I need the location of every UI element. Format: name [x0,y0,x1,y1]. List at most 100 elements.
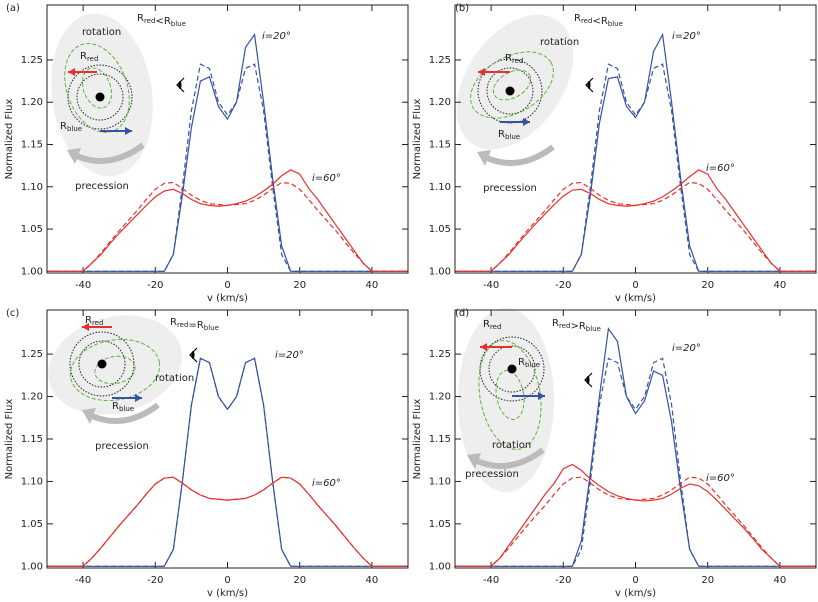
x-tick-label: 20 [293,575,306,586]
y-tick-label: 1.15 [21,434,43,445]
relation-op: > [570,321,578,332]
precession-arrow-head [477,150,491,166]
x-tick-label: -20 [147,575,163,586]
x-axis-label: v (km/s) [207,588,248,599]
label-sub: blue [505,133,520,141]
relation-op: < [592,16,600,27]
i60-label: i=60° [706,163,735,174]
label-main: R [85,315,92,326]
rotation-label: rotation [492,440,531,451]
profile-line [455,63,816,272]
orbit-inner [78,340,126,388]
label-main: R [137,13,144,24]
label-main: R [518,357,525,368]
orbit-inner [486,67,534,115]
precession-arrow-head [82,408,96,424]
rotation-label: rotation [82,27,121,38]
observer-eye [584,372,593,388]
plot-frame [454,309,817,569]
orbit-outer [479,336,545,402]
profile-line [47,476,408,567]
x-tick-label: 20 [293,280,306,291]
x-axis-label: v (km/s) [615,293,656,304]
x-tick-label: 20 [701,575,714,586]
y-tick-label: 1.00 [429,561,451,572]
label-main: R [505,53,512,64]
profile-line [47,476,408,567]
label-main: R [601,16,608,27]
y-tick-label: 1.20 [429,392,451,403]
label-main: R [112,401,119,412]
profile-line [455,181,816,272]
blue-arrow-head [523,118,530,126]
precession-arrow-head [67,148,81,164]
x-tick-label: 40 [774,280,787,291]
x-tick-label: 40 [366,575,379,586]
x-tick-label: 40 [774,575,787,586]
label-main: R [164,16,171,27]
x-tick-label: -40 [483,280,499,291]
panel-label: (b) [455,3,469,14]
precession-arrow-head [467,453,481,469]
warped-orbit-inner [94,355,136,385]
r-blue-label: Rblue [498,129,520,141]
y-tick-label: 1.05 [21,224,43,235]
profile-line [455,476,816,567]
x-tick-label: -20 [147,280,163,291]
r-red-label: Rred [505,53,523,65]
panel-label: (c) [6,308,19,319]
y-tick-label: 1.15 [429,139,451,150]
x-axis-label: v (km/s) [207,293,248,304]
y-axis-label: Normalized Flux [412,399,423,480]
profile-line [47,63,408,272]
y-axis-label: Normalized Flux [4,399,15,480]
y-axis-label: Normalized Flux [412,99,423,180]
y-tick-label: 1.10 [429,182,451,193]
blue-arrow-head [538,392,545,400]
plot-frame [46,309,409,569]
profile-line [47,181,408,272]
label-main: R [483,319,490,330]
x-tick-label: 0 [632,575,638,586]
red-arrow-head [478,68,485,76]
warped-orbit-inner [495,370,525,420]
x-tick-label: 0 [632,280,638,291]
label-main: R [60,121,67,132]
label-sub: red [144,17,155,25]
label-sub: red [490,323,501,331]
warped-orbit-inner [492,69,532,101]
y-tick-label: 1.05 [21,519,43,530]
y-tick-label: 1.15 [429,434,451,445]
observer-pupil [191,351,195,359]
y-tick-label: 1.25 [21,349,43,360]
x-tick-label: -20 [555,280,571,291]
y-tick-label: 1.10 [21,182,43,193]
observer-eye [176,77,185,93]
r-red-label: Rred [85,315,103,327]
label-sub: red [92,319,103,327]
warped-orbit-inner [81,67,113,109]
disk-projection [456,14,574,150]
label-sub: blue [586,325,601,333]
x-tick-label: -40 [75,575,91,586]
relation-op: = [188,320,196,331]
precession-arrow [75,142,145,164]
red-arrow-head [82,323,89,331]
precession-label: precession [75,181,129,192]
profile-line [47,357,408,567]
star [505,86,515,96]
relation-label: Rred<Rblue [137,13,186,28]
relation-label: Rred<Rblue [574,13,623,28]
i20-label: i=20° [672,343,701,354]
y-tick-label: 1.05 [429,224,451,235]
label-main: R [498,129,505,140]
label-main: R [197,320,204,331]
star [507,364,517,374]
y-tick-label: 1.20 [429,97,451,108]
precession-arrow [475,447,545,469]
y-tick-label: 1.05 [429,519,451,530]
y-tick-label: 1.00 [21,266,43,277]
observer-eye [189,347,198,363]
label-sub: red [177,321,188,329]
